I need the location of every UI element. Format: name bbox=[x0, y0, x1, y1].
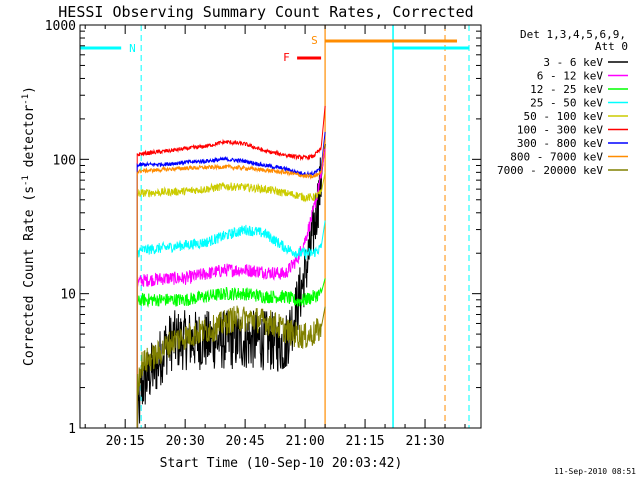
series-line bbox=[136, 143, 326, 428]
legend-label: 3 - 6 keV bbox=[543, 56, 603, 69]
axes: 20:15 20:30 20:45 21:00 21:15 21:30 1 10 100 1000 bbox=[45, 19, 481, 449]
series-line bbox=[136, 148, 326, 428]
x-tick-label: 21:30 bbox=[405, 434, 444, 449]
y-tick-label: 1000 bbox=[45, 19, 76, 34]
flare-label: F bbox=[283, 51, 290, 64]
legend-label: 300 - 800 keV bbox=[517, 137, 603, 150]
x-tick-label: 20:45 bbox=[226, 434, 265, 449]
plot-area bbox=[79, 24, 482, 429]
series-line bbox=[136, 278, 326, 428]
legend-label: 25 - 50 keV bbox=[530, 97, 603, 110]
y-tick-label: 100 bbox=[53, 153, 76, 168]
y-axis-label-mid: detector bbox=[22, 105, 37, 176]
y-axis-label-end: ) bbox=[22, 86, 37, 94]
legend-label: 800 - 7000 keV bbox=[510, 151, 603, 164]
x-tick-label: 20:30 bbox=[166, 434, 205, 449]
legend-label: 6 - 12 keV bbox=[537, 70, 604, 83]
y-axis-label: Corrected Count Rate (s-1 detector-1) bbox=[21, 86, 37, 366]
series-line bbox=[136, 139, 326, 428]
series-line bbox=[136, 105, 326, 428]
y-axis-label-sup2: -1 bbox=[21, 94, 31, 105]
legend-label: 50 - 100 keV bbox=[524, 110, 604, 123]
legend-label: 100 - 300 keV bbox=[517, 124, 603, 137]
chart-title: HESSI Observing Summary Count Rates, Cor… bbox=[58, 3, 473, 21]
x-tick-label: 20:15 bbox=[106, 434, 145, 449]
saa-label: S bbox=[311, 34, 318, 47]
legend-header: Att 0 bbox=[595, 40, 628, 53]
x-tick-label: 21:15 bbox=[345, 434, 384, 449]
night-label: N bbox=[129, 42, 136, 55]
legend-label: 12 - 25 keV bbox=[530, 83, 603, 96]
y-tick-label: 10 bbox=[60, 288, 76, 303]
series-line bbox=[136, 172, 326, 428]
x-tick-label: 21:00 bbox=[286, 434, 325, 449]
plot-frame bbox=[79, 24, 482, 429]
x-axis-label: Start Time (10-Sep-10 20:03:42) bbox=[160, 456, 403, 471]
series-line bbox=[136, 305, 326, 428]
series-layer bbox=[136, 105, 326, 428]
series-line bbox=[136, 220, 326, 428]
timestamp: 11-Sep-2010 08:51 bbox=[554, 467, 636, 476]
annotation-labels: N S F bbox=[129, 34, 318, 64]
y-axis-label-main: Corrected Count Rate (s bbox=[22, 186, 37, 366]
legend-header: Det 1,3,4,5,6,9, bbox=[520, 28, 626, 41]
y-axis-label-sup1: -1 bbox=[21, 175, 31, 186]
y-tick-label: 1 bbox=[68, 422, 76, 437]
series-line bbox=[136, 131, 326, 428]
legend-label: 7000 - 20000 keV bbox=[497, 164, 603, 177]
annotation-layer bbox=[80, 25, 470, 428]
